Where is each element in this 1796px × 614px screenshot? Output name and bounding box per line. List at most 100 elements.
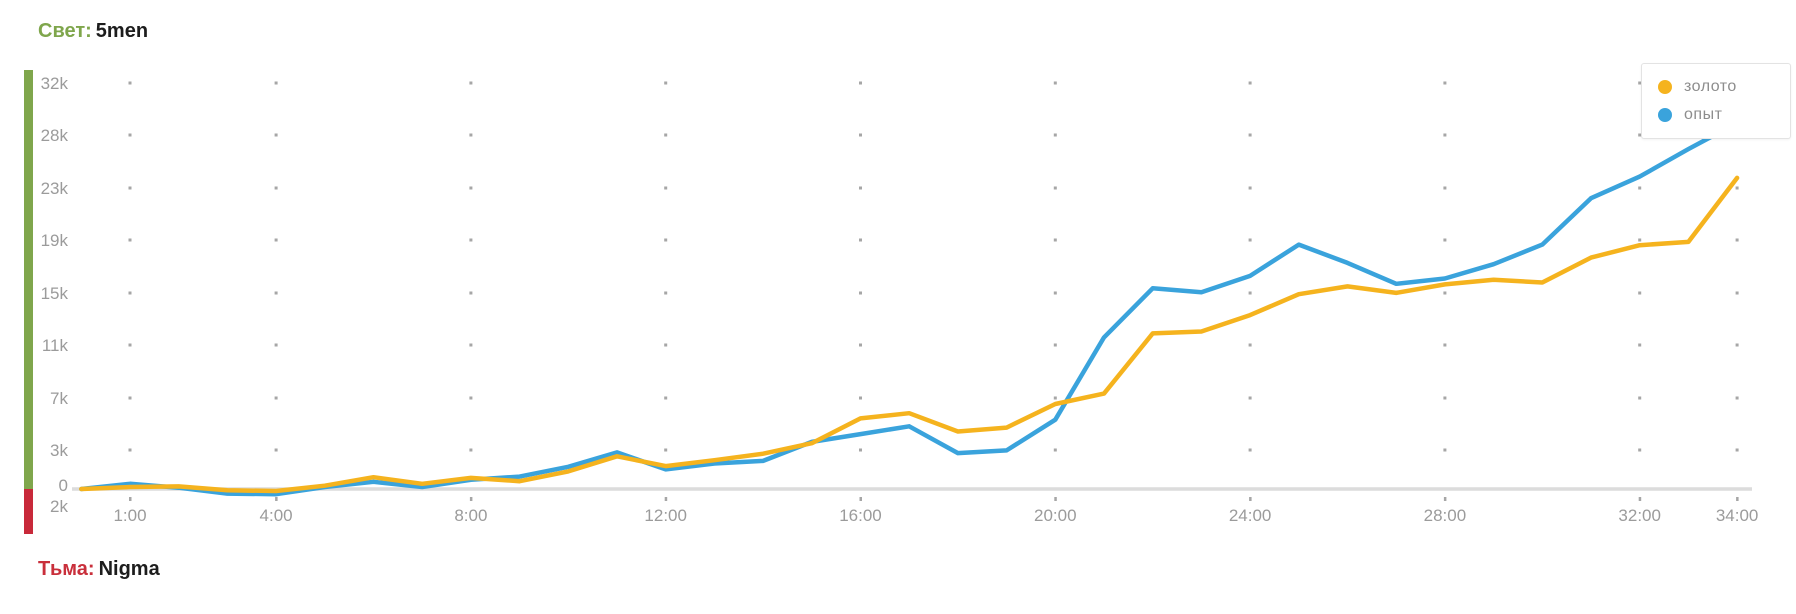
grid-dot: [664, 238, 668, 242]
grid-dot: [1053, 448, 1057, 452]
x-axis-label: 16:00: [839, 506, 882, 525]
grid-dot: [664, 81, 668, 85]
dire-axis-bar: [24, 489, 33, 534]
grid-dot: [1638, 291, 1642, 295]
grid-dot: [664, 448, 668, 452]
grid-dot: [469, 81, 473, 85]
grid-dot: [128, 238, 132, 242]
y-axis-label: 3k: [50, 441, 68, 460]
y-axis-label: 11k: [42, 336, 69, 355]
x-axis-tick: [275, 497, 278, 501]
grid-dot: [1638, 238, 1642, 242]
grid-dot: [1248, 343, 1252, 347]
grid-dot: [859, 396, 862, 400]
grid-dot: [469, 396, 473, 400]
y-axis-label: 15k: [41, 284, 69, 303]
grid-dot: [1248, 186, 1252, 190]
grid-dot: [469, 448, 473, 452]
xp-series-label: опыт: [1684, 106, 1723, 123]
x-axis-label: 32:00: [1618, 506, 1661, 525]
grid-dot: [1248, 291, 1252, 295]
grid-dot: [1443, 291, 1447, 295]
grid-dot: [274, 396, 278, 400]
x-axis-tick: [664, 497, 668, 501]
grid-dot: [1248, 133, 1252, 137]
grid-dot: [859, 238, 862, 242]
grid-dot: [1248, 396, 1252, 400]
grid-dot: [1443, 238, 1447, 242]
grid-dot: [469, 238, 473, 242]
y-axis-label: 0: [59, 476, 68, 495]
grid-dot: [1248, 238, 1252, 242]
grid-dot: [1443, 396, 1447, 400]
x-axis-tick: [469, 497, 473, 501]
grid-dot: [859, 448, 862, 452]
x-axis-label: 8:00: [454, 506, 487, 525]
y-axis-label: 19k: [41, 231, 69, 250]
x-axis-label: 20:00: [1034, 506, 1077, 525]
grid-dot: [469, 133, 473, 137]
grid-dot: [859, 81, 862, 85]
gold-series-label: золото: [1684, 78, 1737, 95]
grid-dot: [859, 343, 862, 347]
grid-dot: [1735, 343, 1739, 347]
grid-dot: [1638, 133, 1642, 137]
x-axis-label: 12:00: [644, 506, 687, 525]
grid-dot: [469, 186, 473, 190]
legend-item-xp[interactable]: опыт: [1658, 106, 1790, 124]
legend-item-gold[interactable]: золото: [1658, 78, 1790, 96]
grid-dot: [1053, 291, 1057, 295]
grid-dot: [1248, 81, 1252, 85]
grid-dot: [1443, 343, 1447, 347]
radiant-axis-bar: [24, 70, 33, 489]
grid-dot: [274, 186, 278, 190]
grid-dot: [1735, 396, 1739, 400]
x-axis-tick: [1443, 497, 1447, 501]
grid-dot: [274, 448, 278, 452]
xp-line: [79, 120, 1740, 497]
grid-dot: [274, 133, 278, 137]
grid-dot: [1053, 133, 1057, 137]
grid-dot: [128, 133, 132, 137]
radiant-team-name: 5men: [95, 20, 149, 42]
grid-dot: [128, 81, 132, 85]
grid-dot: [1248, 448, 1252, 452]
grid-dot: [1735, 448, 1739, 452]
x-axis-label: 28:00: [1424, 506, 1467, 525]
x-axis-tick: [1638, 497, 1642, 501]
radiant-header: Свет: 5men: [38, 20, 148, 43]
y-axis-label: 32k: [41, 74, 69, 93]
grid-dot: [1053, 343, 1057, 347]
grid-dot: [128, 448, 132, 452]
grid-dot: [274, 81, 278, 85]
grid-dot: [1443, 133, 1447, 137]
x-axis-label: 1:00: [113, 506, 146, 525]
grid-dot: [469, 343, 473, 347]
grid-dot: [1735, 291, 1739, 295]
grid-dot: [469, 291, 473, 295]
x-axis-label: 24:00: [1229, 506, 1272, 525]
y-axis-label: 23k: [41, 179, 69, 198]
grid-dot: [1638, 343, 1642, 347]
grid-dot: [274, 238, 278, 242]
grid-dot: [859, 186, 862, 190]
grid-dot: [859, 133, 862, 137]
dire-team-name: Nigma: [98, 558, 160, 580]
grid-dot: [128, 291, 132, 295]
grid-dot: [664, 343, 668, 347]
grid-dot: [664, 396, 668, 400]
x-axis-tick: [859, 497, 862, 501]
grid-dot: [1638, 448, 1642, 452]
x-axis-tick: [1736, 497, 1739, 501]
gold-series-dot: [1658, 80, 1672, 94]
grid-dot: [1053, 396, 1057, 400]
dire-side-label: Тьма:: [38, 558, 95, 580]
grid-dot: [128, 343, 132, 347]
x-axis-label: 34:00: [1716, 506, 1759, 525]
grid-dot: [1053, 81, 1057, 85]
grid-dot: [1443, 448, 1447, 452]
grid-dot: [664, 291, 668, 295]
